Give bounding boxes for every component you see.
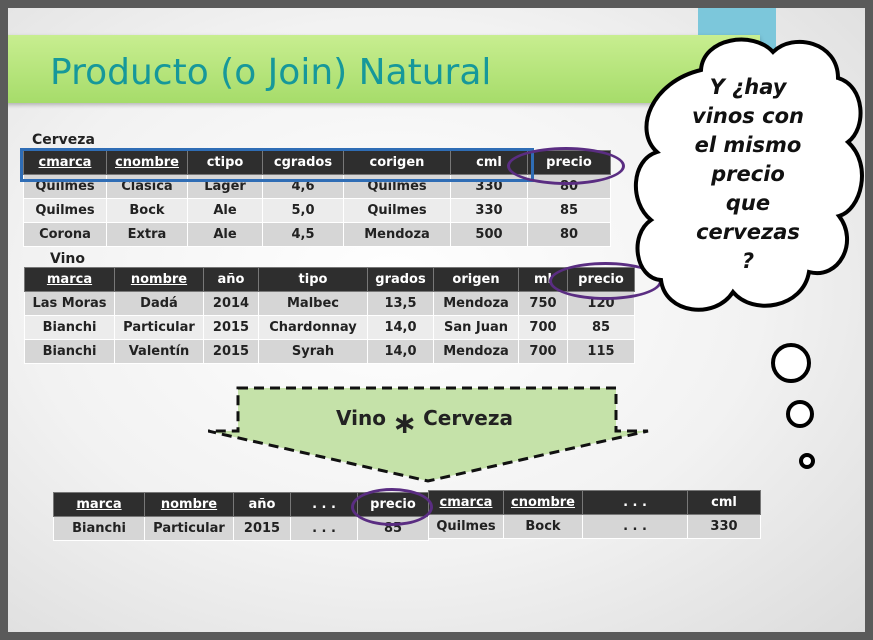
table-cell: Lager bbox=[187, 174, 263, 199]
thought-line: que bbox=[725, 191, 771, 215]
result-header: cml bbox=[687, 490, 761, 515]
table-cell: 5,0 bbox=[262, 198, 344, 223]
thought-line: el mismo bbox=[694, 133, 802, 157]
result-header: . . . bbox=[582, 490, 688, 515]
table-cell: Particular bbox=[114, 315, 204, 340]
table-cell: San Juan bbox=[433, 315, 519, 340]
table-cell: Quilmes bbox=[343, 198, 451, 223]
vino-header: marca bbox=[24, 267, 115, 292]
vino-table: marca nombre año tipo grados origen ml p… bbox=[24, 267, 635, 364]
table-cell: 80 bbox=[527, 222, 611, 247]
vino-label: Vino bbox=[50, 251, 85, 267]
cerveza-header: cmarca bbox=[23, 150, 107, 175]
table-cell: 13,5 bbox=[367, 291, 434, 316]
table-cell: 2014 bbox=[203, 291, 259, 316]
table-cell: Corona bbox=[23, 222, 107, 247]
result-header: . . . bbox=[290, 492, 358, 517]
table-cell: Extra bbox=[106, 222, 188, 247]
thought-line: ? bbox=[741, 249, 755, 273]
table-cell: . . . bbox=[582, 514, 688, 539]
result-header: cmarca bbox=[428, 490, 504, 515]
thought-line: vinos con bbox=[692, 104, 804, 128]
table-cell: . . . bbox=[290, 516, 358, 541]
cerveza-label: Cerveza bbox=[32, 132, 95, 148]
cerveza-header: corigen bbox=[343, 150, 451, 175]
table-cell: 14,0 bbox=[367, 315, 434, 340]
table-cell: Particular bbox=[144, 516, 234, 541]
vino-header: origen bbox=[433, 267, 519, 292]
result-table-cerveza-part: cmarca cnombre . . . cml Quilmes Bock . … bbox=[428, 490, 761, 539]
table-cell: 700 bbox=[518, 315, 568, 340]
table-row: Bianchi Particular 2015 Chardonnay 14,0 … bbox=[24, 315, 635, 340]
table-cell: Malbec bbox=[258, 291, 368, 316]
cerveza-header: cnombre bbox=[106, 150, 188, 175]
table-cell: Dadá bbox=[114, 291, 204, 316]
precio-ring-cerveza bbox=[507, 147, 625, 185]
table-cell: 2015 bbox=[203, 339, 259, 364]
table-row: Quilmes Bock . . . 330 bbox=[428, 514, 761, 539]
vino-header: grados bbox=[367, 267, 434, 292]
table-cell: 750 bbox=[518, 291, 568, 316]
table-cell: Las Moras bbox=[24, 291, 115, 316]
table-cell: 330 bbox=[687, 514, 761, 539]
vino-header: tipo bbox=[258, 267, 368, 292]
table-row: Quilmes Bock Ale 5,0 Quilmes 330 85 bbox=[23, 198, 611, 223]
table-cell: Clásica bbox=[106, 174, 188, 199]
thought-line: cervezas bbox=[696, 220, 800, 244]
cerveza-header: cgrados bbox=[262, 150, 344, 175]
thought-bubble-icon bbox=[634, 37, 864, 469]
table-cell: Mendoza bbox=[433, 291, 519, 316]
table-cell: Bock bbox=[503, 514, 583, 539]
table-cell: Chardonnay bbox=[258, 315, 368, 340]
table-cell: Valentín bbox=[114, 339, 204, 364]
table-cell: Quilmes bbox=[23, 198, 107, 223]
table-cell: 4,5 bbox=[262, 222, 344, 247]
table-cell: Bianchi bbox=[24, 315, 115, 340]
table-row: Bianchi Valentín 2015 Syrah 14,0 Mendoza… bbox=[24, 339, 635, 364]
result-header: marca bbox=[53, 492, 145, 517]
table-cell: Ale bbox=[187, 198, 263, 223]
table-cell: Bianchi bbox=[53, 516, 145, 541]
cerveza-header: ctipo bbox=[187, 150, 263, 175]
operand-cerveza: Cerveza bbox=[423, 406, 513, 430]
table-cell: Mendoza bbox=[433, 339, 519, 364]
thought-bubble-text: Y ¿hay vinos con el mismo precio que cer… bbox=[678, 73, 818, 276]
common-columns-highlight bbox=[20, 148, 534, 182]
table-cell: Ale bbox=[187, 222, 263, 247]
result-header: cnombre bbox=[503, 490, 583, 515]
table-cell: 85 bbox=[567, 315, 635, 340]
slide-title: Producto (o Join) Natural bbox=[50, 52, 492, 93]
slide: Producto (o Join) Natural Cerveza cmarca… bbox=[8, 8, 865, 632]
join-expression: Vino ∗ Cerveza bbox=[336, 406, 513, 441]
table-row: Corona Extra Ale 4,5 Mendoza 500 80 bbox=[23, 222, 611, 247]
table-cell: Quilmes bbox=[23, 174, 107, 199]
precio-ring-result bbox=[351, 488, 433, 526]
result-header: año bbox=[233, 492, 291, 517]
title-bar bbox=[8, 35, 760, 103]
operand-vino: Vino bbox=[336, 406, 386, 430]
table-cell: Mendoza bbox=[343, 222, 451, 247]
table-cell: 2015 bbox=[233, 516, 291, 541]
vino-header: nombre bbox=[114, 267, 204, 292]
thought-line: precio bbox=[711, 162, 785, 186]
table-cell: Quilmes bbox=[428, 514, 504, 539]
result-header: nombre bbox=[144, 492, 234, 517]
table-cell: Bock bbox=[106, 198, 188, 223]
natural-join-operator: ∗ bbox=[391, 406, 418, 441]
thought-line: Y ¿hay bbox=[709, 75, 787, 99]
table-cell: 14,0 bbox=[367, 339, 434, 364]
table-row: Las Moras Dadá 2014 Malbec 13,5 Mendoza … bbox=[24, 291, 635, 316]
join-arrow-shape bbox=[208, 386, 649, 483]
table-cell: 2015 bbox=[203, 315, 259, 340]
vino-header: año bbox=[203, 267, 259, 292]
table-cell: Bianchi bbox=[24, 339, 115, 364]
table-cell: 4,6 bbox=[262, 174, 344, 199]
table-cell: 115 bbox=[567, 339, 635, 364]
table-cell: 330 bbox=[450, 174, 528, 199]
table-cell: 85 bbox=[527, 198, 611, 223]
table-cell: 500 bbox=[450, 222, 528, 247]
table-cell: 330 bbox=[450, 198, 528, 223]
table-cell: 700 bbox=[518, 339, 568, 364]
table-cell: Syrah bbox=[258, 339, 368, 364]
